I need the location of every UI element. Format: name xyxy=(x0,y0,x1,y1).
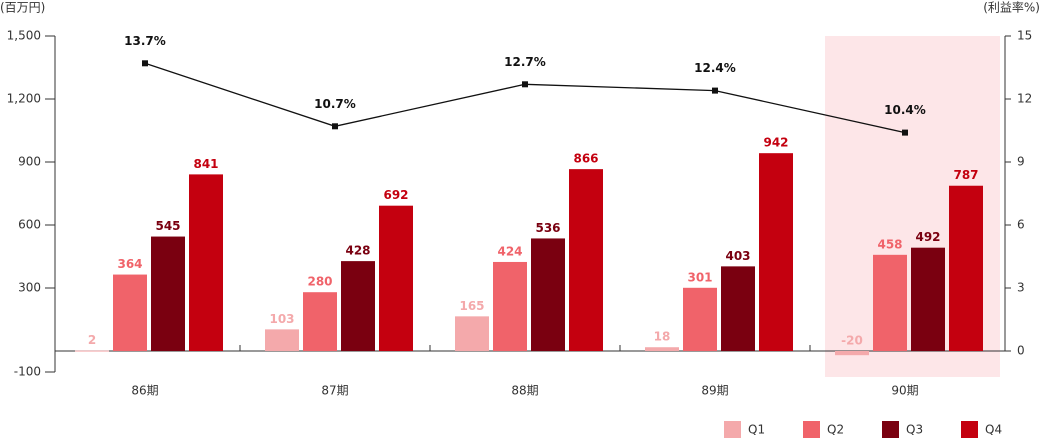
x-tick-label: 88期 xyxy=(511,384,538,398)
value-label: 280 xyxy=(307,275,332,289)
value-label: 841 xyxy=(193,157,218,171)
y2-tick-label: 3 xyxy=(1017,281,1025,295)
bar xyxy=(873,254,907,351)
bar xyxy=(113,274,147,351)
value-label: 301 xyxy=(687,270,712,284)
line-value-label: 13.7% xyxy=(124,34,166,48)
bar xyxy=(189,174,223,351)
line-point xyxy=(522,81,528,88)
y-axis-label: (百万円) xyxy=(0,1,45,15)
x-tick-label: 90期 xyxy=(891,384,918,398)
line-point xyxy=(902,129,908,136)
y2-tick-label: 0 xyxy=(1017,344,1025,358)
bar xyxy=(949,185,983,351)
bar xyxy=(75,350,109,352)
x-tick-label: 87期 xyxy=(321,384,348,398)
y2-tick-label: 9 xyxy=(1017,155,1025,169)
legend-swatch xyxy=(724,421,741,438)
y2-tick-label: 12 xyxy=(1017,92,1032,106)
bar xyxy=(531,238,565,351)
line-point xyxy=(332,123,338,130)
y-tick-label: 300 xyxy=(18,281,41,295)
line-point xyxy=(142,60,148,67)
bar xyxy=(341,261,375,351)
legend-label: Q1 xyxy=(748,423,765,437)
y-tick-label: -100 xyxy=(14,365,41,379)
value-label: 103 xyxy=(269,312,294,326)
bar xyxy=(645,347,679,351)
bar xyxy=(569,169,603,351)
value-label: 424 xyxy=(497,244,522,258)
bar xyxy=(683,287,717,351)
bar xyxy=(911,247,945,351)
legend-label: Q2 xyxy=(827,423,844,437)
line-value-label: 10.4% xyxy=(884,103,926,117)
line-value-label: 10.7% xyxy=(314,97,356,111)
value-label: 545 xyxy=(155,219,180,233)
value-label: 165 xyxy=(459,299,484,313)
y2-tick-label: 15 xyxy=(1017,29,1032,43)
y-tick-label: 1,200 xyxy=(7,92,41,106)
value-label: 2 xyxy=(88,333,96,347)
x-tick-label: 86期 xyxy=(131,384,158,398)
bar xyxy=(493,261,527,351)
value-label: 942 xyxy=(763,136,788,150)
legend-swatch xyxy=(961,421,978,438)
value-label: -20 xyxy=(841,334,863,348)
line-value-label: 12.7% xyxy=(504,55,546,69)
line-value-label: 12.4% xyxy=(694,61,736,75)
bar xyxy=(265,329,299,351)
value-label: 364 xyxy=(117,257,142,271)
value-label: 428 xyxy=(345,244,370,258)
legend-label: Q3 xyxy=(906,423,923,437)
value-label: 18 xyxy=(654,330,671,344)
value-label: 536 xyxy=(535,221,560,235)
bar xyxy=(835,351,869,356)
legend-label: Q4 xyxy=(985,423,1002,437)
bar xyxy=(721,266,755,351)
legend-swatch xyxy=(882,421,899,438)
bar xyxy=(151,236,185,351)
value-label: 866 xyxy=(573,152,598,166)
value-label: 692 xyxy=(383,188,408,202)
legend-swatch xyxy=(803,421,820,438)
bar xyxy=(455,316,489,351)
y-tick-label: 1,500 xyxy=(7,29,41,43)
y2-axis-label: (利益率%) xyxy=(983,0,1040,15)
x-tick-label: 89期 xyxy=(701,384,728,398)
line-point xyxy=(712,87,718,94)
line xyxy=(144,62,906,134)
bar xyxy=(759,153,793,351)
bar xyxy=(379,205,413,351)
value-label: 458 xyxy=(877,237,902,251)
bar xyxy=(303,292,337,351)
value-label: 492 xyxy=(915,230,940,244)
y-tick-label: 600 xyxy=(18,218,41,232)
y2-tick-label: 6 xyxy=(1017,218,1025,232)
value-label: 787 xyxy=(953,168,978,182)
y-tick-label: 900 xyxy=(18,155,41,169)
value-label: 403 xyxy=(725,249,750,263)
